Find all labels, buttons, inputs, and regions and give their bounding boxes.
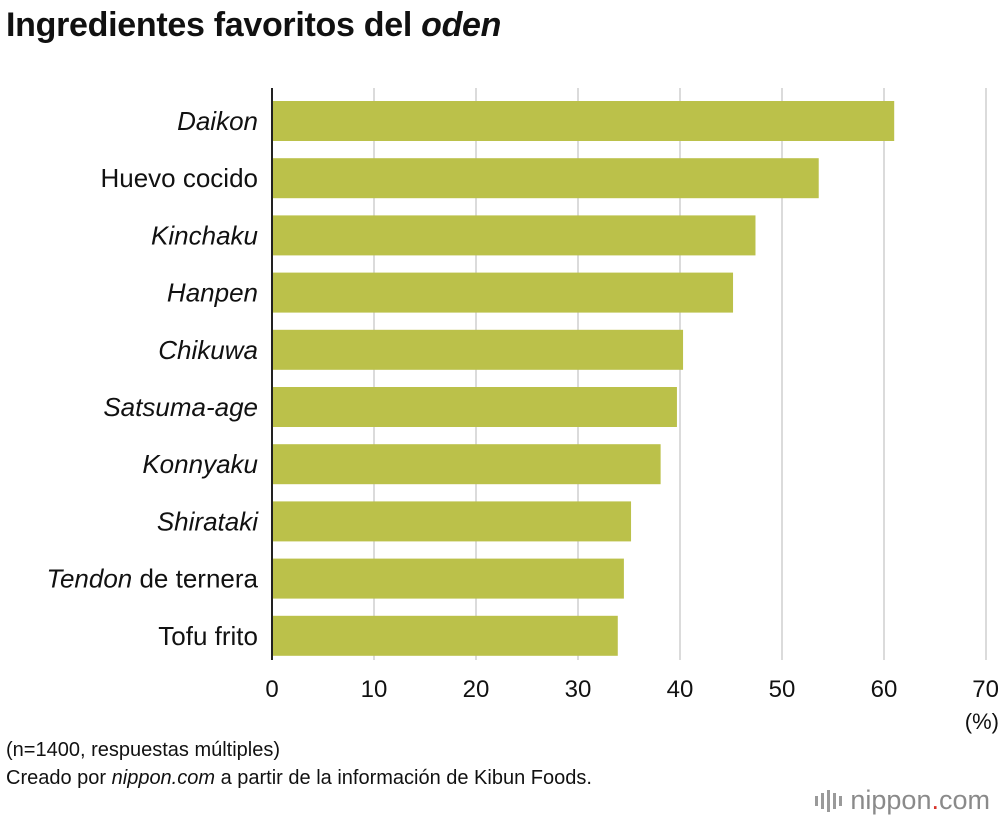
category-label: Konnyaku [142,449,258,479]
bar [273,158,819,199]
bar [273,101,895,141]
category-label-italic: Hanpen [167,278,258,308]
category-label: Tendon de ternera [46,564,258,594]
bar [273,615,618,656]
category-label-text: Huevo cocido [100,163,258,193]
category-label: Satsuma-age [103,392,258,422]
sample-note: (n=1400, respuestas múltiples) [6,739,281,761]
title-text: Ingredientes favoritos del [6,6,422,44]
category-label: Huevo cocido [100,163,258,193]
category-labels: Daikon Huevo cocido Kinchaku Hanpen Chikuwa S… [46,106,259,651]
category-label-italic: Shirataki [157,506,259,536]
title-emphasis: oden [421,6,502,44]
category-label: Kinchaku [151,220,258,250]
brand-mark-icon [815,789,843,812]
bar [273,215,756,256]
x-tick-label: 0 [265,676,278,703]
category-label: Daikon [177,106,258,136]
brand-logo: nippon.com [815,785,990,816]
x-tick-label: 50 [769,676,796,703]
chart-footer: (n=1400, respuestas múltiples) Creado po… [6,736,592,792]
bar [273,558,624,599]
bar [273,329,684,370]
category-label-italic: Satsuma-age [103,392,258,422]
bar [273,272,734,313]
bar [273,444,661,485]
bar [273,501,632,542]
source-suffix: a partir de la información de Kibun Food… [215,767,592,789]
category-label: Shirataki [157,506,259,536]
chart-title: Ingredientes favoritos del oden [6,6,501,45]
x-tick-label: 40 [667,676,694,703]
x-axis-unit: (%) [965,709,999,734]
category-label-text: de ternera [132,564,258,594]
category-label-italic: Konnyaku [142,449,258,479]
category-label-italic: Kinchaku [151,220,258,250]
tick-labels: 0 10 20 30 40 50 60 70 (%) [265,676,999,734]
x-tick-label: 20 [463,676,490,703]
category-label: Chikuwa [158,335,258,365]
category-label: Hanpen [167,278,258,308]
bars [273,101,895,656]
x-tick-label: 30 [565,676,592,703]
source-emphasis: nippon.com [111,767,216,789]
category-label-text: Tofu frito [158,621,258,651]
bar [273,387,677,427]
category-label: Tofu frito [158,621,258,651]
brand-wordmark: nippon.com [850,785,990,815]
x-tick-label: 10 [361,676,388,703]
category-label-italic: Daikon [177,106,258,136]
category-label-italic: Chikuwa [158,335,258,365]
source-prefix: Creado por [6,767,112,789]
x-tick-label: 70 [972,676,999,703]
x-tick-label: 60 [871,676,898,703]
category-label-italic: Tendon [46,564,132,594]
source-note: Creado por nippon.com a partir de la inf… [6,764,592,792]
